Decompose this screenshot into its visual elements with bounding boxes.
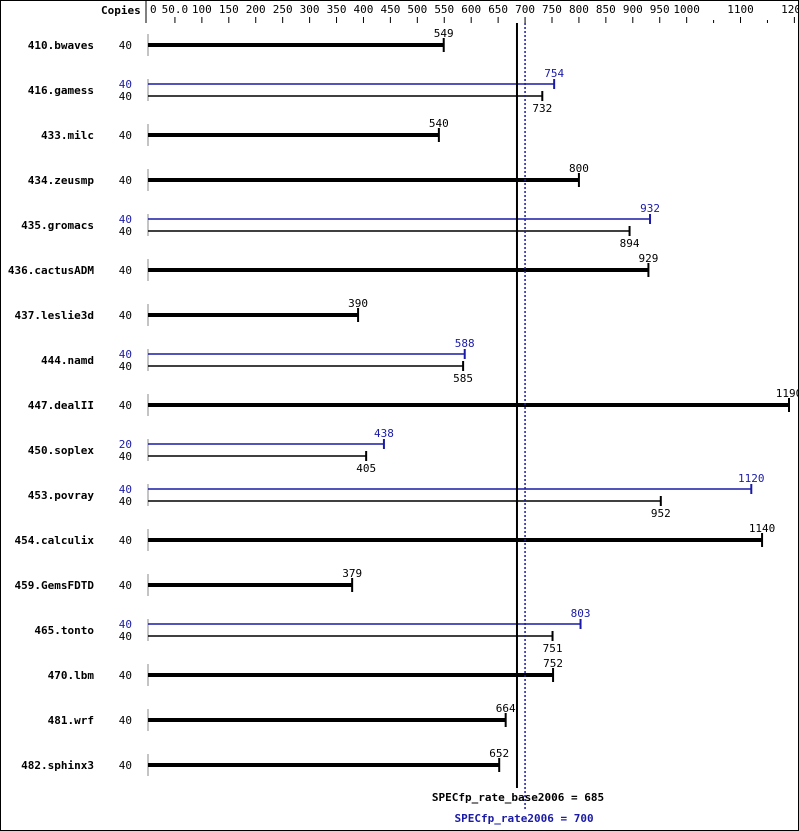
benchmark-name: 482.sphinx3 <box>21 759 94 772</box>
base-value: 800 <box>569 162 589 175</box>
x-tick-label: 250 <box>273 3 293 16</box>
base-value: 379 <box>342 567 362 580</box>
x-tick-label: 500 <box>407 3 427 16</box>
base-value: 652 <box>489 747 509 760</box>
base-value: 405 <box>356 462 376 475</box>
x-tick-label: 0 <box>150 3 157 16</box>
base-value: 894 <box>620 237 640 250</box>
peak-copies: 40 <box>119 348 132 361</box>
x-tick-label: 350 <box>327 3 347 16</box>
base-value: 585 <box>453 372 473 385</box>
base-value: 549 <box>434 27 454 40</box>
base-value: 952 <box>651 507 671 520</box>
benchmark-name: 410.bwaves <box>28 39 94 52</box>
base-value: 540 <box>429 117 449 130</box>
peak-copies: 40 <box>119 213 132 226</box>
x-tick-label: 1000 <box>673 3 700 16</box>
base-copies: 40 <box>119 669 132 682</box>
peak-value: 803 <box>571 607 591 620</box>
benchmark-name: 459.GemsFDTD <box>15 579 95 592</box>
base-copies: 40 <box>119 399 132 412</box>
x-tick-label: 950 <box>650 3 670 16</box>
benchmark-name: 454.calculix <box>15 534 95 547</box>
base-copies: 40 <box>119 264 132 277</box>
base-copies: 40 <box>119 714 132 727</box>
x-tick-label: 800 <box>569 3 589 16</box>
base-value: 752 <box>543 657 563 670</box>
base-value: 929 <box>638 252 658 265</box>
x-tick-label: 900 <box>623 3 643 16</box>
x-tick-label: 400 <box>354 3 374 16</box>
x-tick-label: 1100 <box>727 3 754 16</box>
x-tick-label: 450 <box>380 3 400 16</box>
peak-copies: 40 <box>119 78 132 91</box>
base-copies: 40 <box>119 759 132 772</box>
base-copies: 40 <box>119 630 132 643</box>
peak-value: 932 <box>640 202 660 215</box>
peak-value: 588 <box>455 337 475 350</box>
benchmark-name: 435.gromacs <box>21 219 94 232</box>
base-copies: 40 <box>119 309 132 322</box>
benchmark-name: 450.soplex <box>28 444 95 457</box>
base-copies: 40 <box>119 534 132 547</box>
peak-value: 754 <box>544 67 564 80</box>
x-tick-label: 300 <box>300 3 320 16</box>
base-copies: 40 <box>119 129 132 142</box>
x-tick-label: 550 <box>434 3 454 16</box>
peak-copies: 40 <box>119 483 132 496</box>
benchmark-name: 470.lbm <box>48 669 95 682</box>
x-tick-label: 600 <box>461 3 481 16</box>
benchmark-name: 447.dealII <box>28 399 94 412</box>
x-tick-label: 50.0 <box>162 3 189 16</box>
x-tick-label: 700 <box>515 3 535 16</box>
peak-copies: 40 <box>119 618 132 631</box>
x-tick-label: 750 <box>542 3 562 16</box>
benchmark-name: 433.milc <box>41 129 94 142</box>
peak-summary-label: SPECfp_rate2006 = 700 <box>455 812 594 825</box>
benchmark-name: 436.cactusADM <box>8 264 94 277</box>
benchmark-name: 437.leslie3d <box>15 309 94 322</box>
copies-header: Copies <box>101 4 141 17</box>
x-tick-label: 650 <box>488 3 508 16</box>
x-tick-label: 1200 <box>781 3 799 16</box>
benchmark-name: 434.zeusmp <box>28 174 95 187</box>
base-value: 390 <box>348 297 368 310</box>
base-copies: 40 <box>119 495 132 508</box>
benchmark-name: 481.wrf <box>48 714 94 727</box>
x-tick-label: 100 <box>192 3 212 16</box>
base-summary-label: SPECfp_rate_base2006 = 685 <box>432 791 604 804</box>
base-value: 664 <box>496 702 516 715</box>
benchmark-name: 444.namd <box>41 354 94 367</box>
base-copies: 40 <box>119 360 132 373</box>
base-value: 751 <box>543 642 563 655</box>
base-copies: 40 <box>119 579 132 592</box>
benchmark-name: 416.gamess <box>28 84 94 97</box>
benchmark-name: 465.tonto <box>34 624 94 637</box>
base-copies: 40 <box>119 174 132 187</box>
x-tick-label: 200 <box>246 3 266 16</box>
base-copies: 40 <box>119 225 132 238</box>
benchmark-name: 453.povray <box>28 489 95 502</box>
base-copies: 40 <box>119 450 132 463</box>
x-tick-label: 850 <box>596 3 616 16</box>
x-tick-label: 150 <box>219 3 239 16</box>
base-value: 1140 <box>749 522 776 535</box>
base-value: 732 <box>532 102 552 115</box>
peak-value: 438 <box>374 427 394 440</box>
base-copies: 40 <box>119 90 132 103</box>
peak-copies: 20 <box>119 438 132 451</box>
base-copies: 40 <box>119 39 132 52</box>
base-value: 1190 <box>776 387 799 400</box>
peak-value: 1120 <box>738 472 765 485</box>
